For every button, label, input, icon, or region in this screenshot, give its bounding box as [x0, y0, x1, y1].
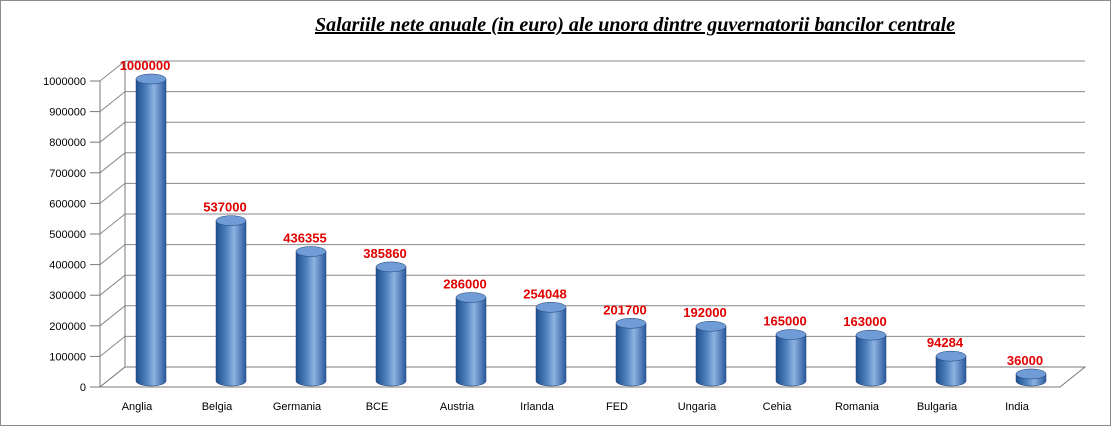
bar-top [135, 73, 167, 85]
bar-top [375, 261, 407, 273]
gridline-diagonal [99, 213, 126, 235]
floor [98, 366, 1087, 388]
gridline-diagonal [99, 244, 126, 265]
gridline-diagonal [99, 152, 126, 174]
data-label: 1000000 [120, 58, 171, 73]
bar [615, 323, 647, 387]
y-tick-label: 700000 [49, 168, 86, 180]
bar-top [615, 318, 647, 329]
gridline-diagonal [99, 336, 126, 357]
x-tick-label: BCE [366, 401, 389, 413]
x-tick-label: India [1005, 401, 1030, 413]
bar [535, 307, 567, 387]
x-tick-label: FED [606, 401, 628, 413]
x-tick-label: Germania [273, 401, 322, 413]
bar [455, 297, 487, 387]
gridline-diagonal [99, 305, 126, 327]
bar [775, 334, 807, 387]
label-layer: 0 100000 200000 300000 400000 500000 600000 700… [43, 58, 1043, 413]
x-tick-label: Ungaria [678, 401, 717, 413]
gridline-diagonal [99, 60, 126, 82]
bar [695, 325, 727, 387]
gridline-diagonal [99, 91, 126, 112]
x-tick-label: Anglia [122, 401, 153, 413]
data-label: 192000 [683, 305, 726, 320]
data-label: 254048 [523, 286, 566, 301]
bar-top [535, 302, 567, 313]
data-label: 165000 [763, 314, 806, 329]
data-label: 286000 [443, 276, 486, 291]
bar [855, 334, 887, 387]
x-tick-label: Irlanda [520, 401, 555, 413]
bar [215, 220, 247, 387]
bar-top [855, 329, 887, 341]
y-tick-label: 800000 [49, 137, 86, 149]
y-tick-label: 600000 [49, 198, 86, 210]
bar-top [455, 292, 487, 303]
bar-top [295, 246, 327, 257]
data-label: 36000 [1007, 353, 1043, 368]
y-tick-label: 100000 [49, 351, 86, 363]
gridline-diagonal [99, 274, 126, 296]
y-tick-label: 400000 [49, 260, 86, 272]
bar [295, 251, 327, 387]
bar [375, 266, 407, 387]
y-tick-label: 200000 [49, 321, 86, 333]
bar [135, 78, 167, 387]
bar-top [935, 350, 967, 362]
data-label: 94284 [927, 335, 964, 350]
y-tick-label: 1000000 [43, 76, 86, 88]
y-tick-label: 500000 [49, 229, 86, 241]
bar-top [1015, 368, 1047, 380]
y-tick-label: 0 [80, 382, 86, 394]
x-tick-label: Bulgaria [917, 401, 958, 413]
bar [935, 355, 967, 387]
gridline-diagonal [99, 183, 126, 204]
x-tick-label: Romania [835, 401, 880, 413]
x-tick-label: Austria [440, 401, 475, 413]
data-label: 163000 [843, 314, 886, 329]
data-label: 537000 [203, 200, 246, 215]
x-tick-label: Cehia [763, 401, 793, 413]
bar-top [775, 329, 807, 340]
chart-title: Salariile nete anuale (in euro) ale unor… [314, 14, 956, 36]
gridline-diagonal [99, 121, 126, 143]
data-label: 436355 [283, 230, 326, 245]
grid-layer [99, 60, 1085, 388]
bar-top [695, 320, 727, 332]
bar-top [215, 215, 247, 226]
y-tick-label: 300000 [49, 290, 86, 302]
x-tick-label: Belgia [202, 401, 233, 413]
data-label: 201700 [603, 302, 646, 317]
bar-layer [135, 73, 1047, 387]
data-label: 385860 [363, 246, 406, 261]
y-tick-label: 900000 [49, 107, 86, 119]
axis-layer [90, 61, 1087, 388]
